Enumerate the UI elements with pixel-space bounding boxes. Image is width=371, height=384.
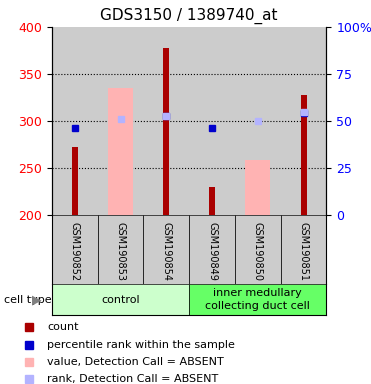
Bar bbox=[209, 187, 215, 215]
Bar bbox=[144, 27, 189, 215]
Bar bbox=[98, 215, 144, 284]
Text: inner medullary
collecting duct cell: inner medullary collecting duct cell bbox=[206, 288, 310, 311]
Bar bbox=[72, 147, 78, 215]
Text: GSM190853: GSM190853 bbox=[116, 222, 125, 281]
Bar bbox=[98, 27, 144, 215]
Text: GSM190852: GSM190852 bbox=[70, 222, 80, 281]
Bar bbox=[189, 215, 235, 284]
Bar bbox=[108, 88, 133, 215]
Text: percentile rank within the sample: percentile rank within the sample bbox=[47, 339, 235, 349]
Text: GSM190849: GSM190849 bbox=[207, 222, 217, 281]
Text: rank, Detection Call = ABSENT: rank, Detection Call = ABSENT bbox=[47, 374, 218, 384]
Bar bbox=[281, 215, 326, 284]
Text: cell type: cell type bbox=[4, 295, 51, 305]
Bar bbox=[235, 27, 281, 215]
Text: ▶: ▶ bbox=[32, 293, 41, 306]
Bar bbox=[245, 161, 270, 215]
Bar bbox=[52, 215, 98, 284]
Text: GSM190854: GSM190854 bbox=[161, 222, 171, 281]
Title: GDS3150 / 1389740_at: GDS3150 / 1389740_at bbox=[101, 8, 278, 24]
Bar bbox=[301, 94, 306, 215]
Bar bbox=[163, 48, 169, 215]
Bar bbox=[189, 284, 326, 315]
Bar bbox=[52, 27, 98, 215]
Text: count: count bbox=[47, 322, 78, 332]
Bar bbox=[235, 215, 281, 284]
Text: GSM190850: GSM190850 bbox=[253, 222, 263, 281]
Bar bbox=[144, 215, 189, 284]
Text: control: control bbox=[101, 295, 140, 305]
Bar bbox=[52, 284, 189, 315]
Bar bbox=[189, 27, 235, 215]
Text: value, Detection Call = ABSENT: value, Detection Call = ABSENT bbox=[47, 357, 224, 367]
Bar bbox=[281, 27, 326, 215]
Text: GSM190851: GSM190851 bbox=[299, 222, 309, 281]
